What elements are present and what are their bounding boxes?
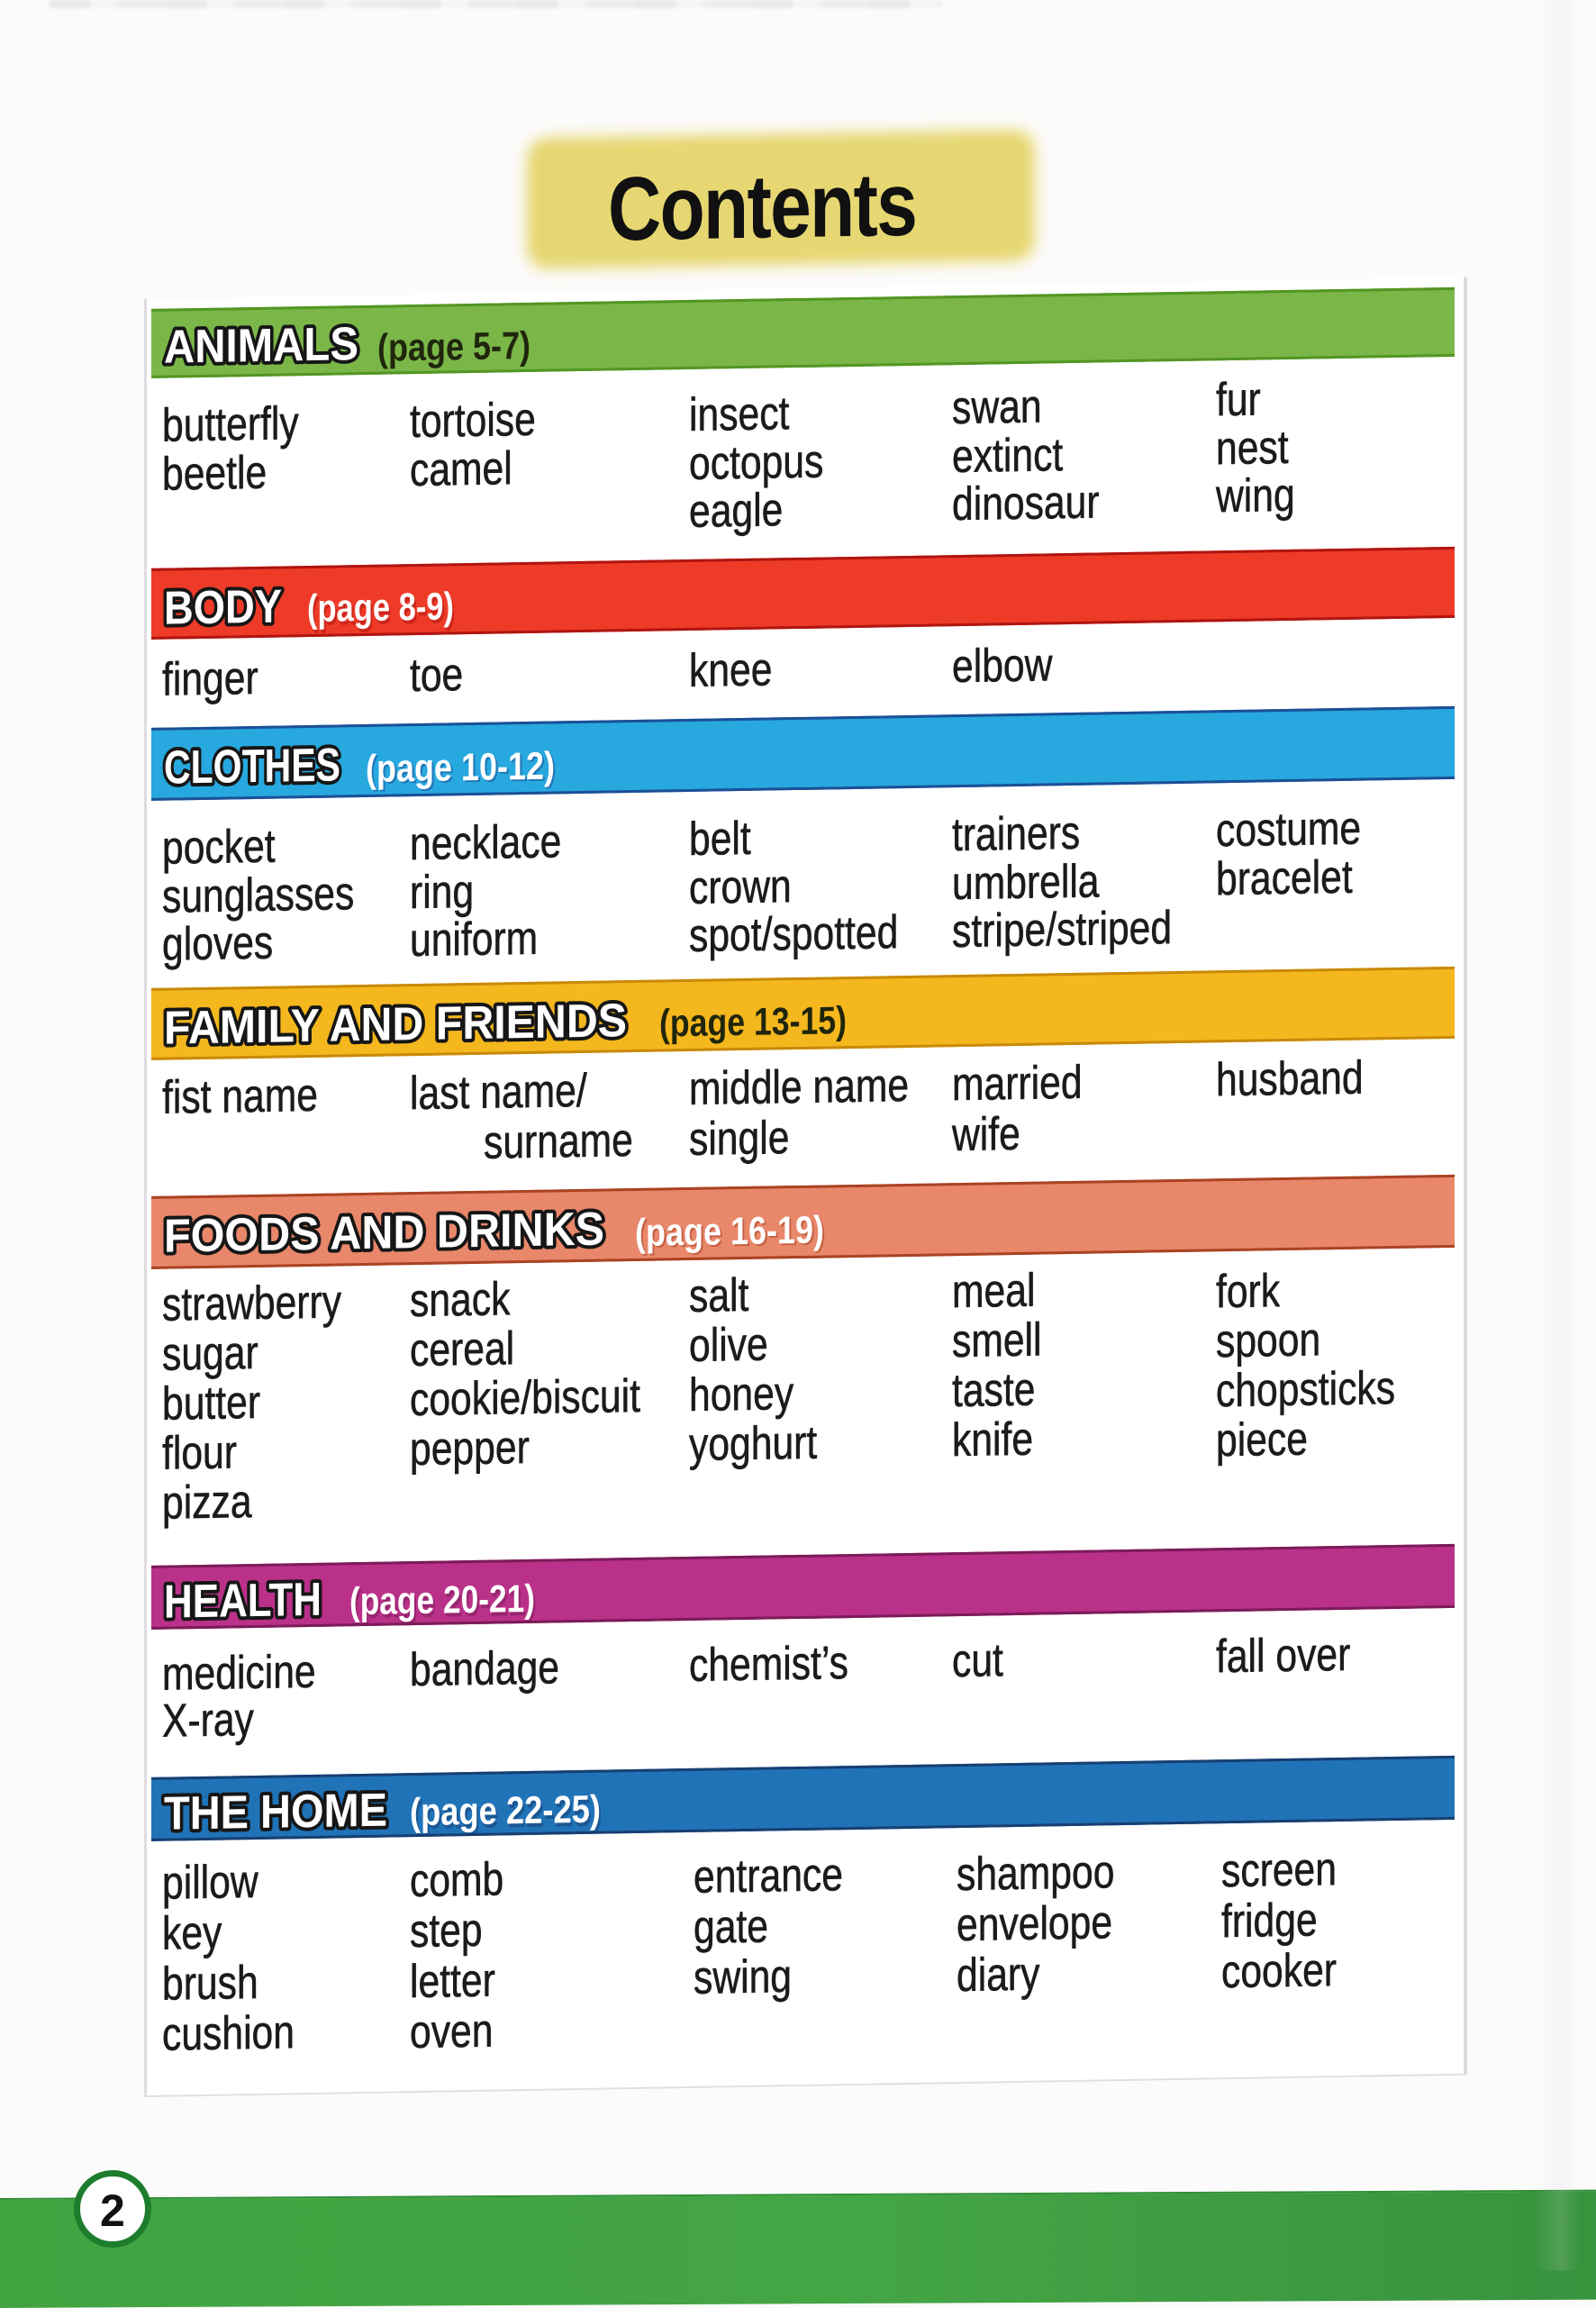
svg-text:(page 5-7): (page 5-7) (377, 324, 530, 370)
svg-text:THE HOME: THE HOME (164, 1785, 387, 1840)
svg-text:(page 10-12): (page 10-12) (367, 746, 557, 792)
svg-text:FAMILY AND FRIENDS: FAMILY AND FRIENDS (164, 995, 627, 1055)
svg-text:(page 8-9): (page 8-9) (307, 585, 454, 631)
svg-text:BODY: BODY (164, 581, 282, 635)
svg-text:(page 10-12): (page 10-12) (366, 744, 555, 790)
svg-text:(page 20-21): (page 20-21) (349, 1577, 535, 1623)
svg-text:(page 22-25): (page 22-25) (410, 1788, 601, 1835)
svg-text:(page 16-19): (page 16-19) (635, 1209, 824, 1255)
svg-text:(page 16-19): (page 16-19) (637, 1210, 826, 1256)
svg-text:ANIMALS: ANIMALS (164, 318, 358, 374)
svg-text:(page 20-21): (page 20-21) (351, 1581, 537, 1627)
svg-text:CLOTHES: CLOTHES (164, 739, 340, 794)
svg-text:(page 13-15): (page 13-15) (659, 999, 847, 1045)
svg-text:(page 22-25): (page 22-25) (412, 1792, 603, 1839)
svg-text:HEALTH: HEALTH (164, 1574, 322, 1629)
svg-text:FOODS AND DRINKS: FOODS AND DRINKS (164, 1204, 604, 1263)
svg-text:(page 8-9): (page 8-9) (309, 588, 456, 634)
